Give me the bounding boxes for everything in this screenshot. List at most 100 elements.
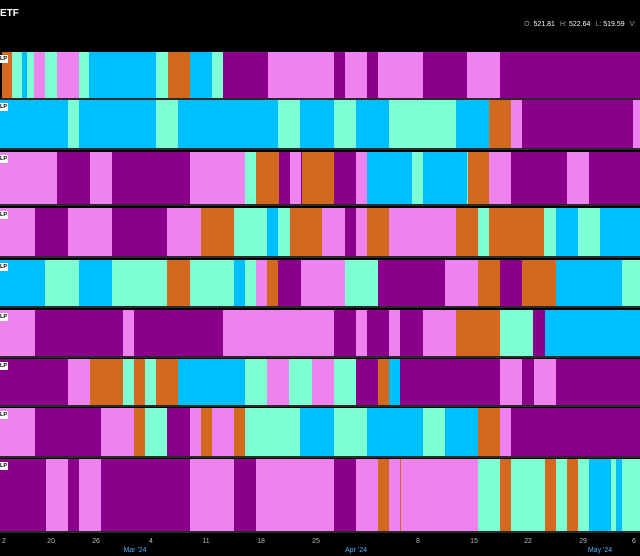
lane-label: LP [0, 462, 9, 470]
lane-segment-blue [367, 152, 412, 204]
lane-segment-aqua [622, 260, 640, 306]
lane-segment-pink [389, 459, 400, 531]
lane-segment-pink [256, 260, 267, 306]
axis-tick-label: 20 [47, 538, 55, 545]
lane-segment-orange [456, 310, 500, 356]
lane-segment-purple [68, 459, 79, 531]
ohlc-value: 521.81 [533, 21, 555, 28]
lane-segment-purple [334, 310, 356, 356]
lane-segment-orange [478, 408, 500, 456]
axis-tick-label: 18 [257, 538, 265, 545]
time-axis: 2 20 26 4 11 18 25 8 15 22 29 6 Mar '24 Apr '24 May '2… [0, 538, 640, 556]
lane-segment-aqua [578, 208, 600, 256]
lane-separator [0, 356, 640, 358]
lane-segment-orange [302, 152, 334, 204]
lane-segment-purple [367, 310, 389, 356]
lane-segment-pink [190, 459, 234, 531]
lane-row[interactable] [0, 459, 640, 531]
lane-segment-orange [456, 208, 478, 256]
axis-tick-label: 8 [416, 538, 420, 545]
lane-label: LP [0, 313, 9, 321]
lane-segment-aqua [511, 459, 545, 531]
lane-segment-pink [34, 52, 45, 98]
lane-row[interactable] [0, 152, 640, 204]
lane-row[interactable] [0, 260, 640, 306]
lane-segment-aqua [278, 208, 290, 256]
lane-segment-blue [300, 100, 334, 148]
lane-segment-purple [223, 52, 268, 98]
lane-segment-aqua [190, 260, 234, 306]
lane-segment-pink [467, 52, 500, 98]
lane-segment-purple [345, 208, 356, 256]
lane-segment-pink [423, 310, 456, 356]
lane-label: LP [0, 55, 9, 63]
lane-segment-pink [101, 408, 134, 456]
lane-segment-blue [545, 310, 640, 356]
lane-segment-blue [556, 260, 622, 306]
lane-segment-pink [212, 408, 234, 456]
lane-segment-aqua [334, 408, 367, 456]
swimlane-chart[interactable]: LP LP LP LP LP LP LP LP LP [0, 48, 640, 538]
lane-segment-blue [367, 408, 423, 456]
lane-segment-orange [90, 359, 123, 405]
lane-segment-blue [178, 100, 278, 148]
lane-segment-pink [445, 260, 478, 306]
lane-segment-pink [633, 100, 640, 148]
ohlc-key: O: [524, 21, 532, 28]
lane-segment-pink [356, 459, 378, 531]
lane-row[interactable] [0, 359, 640, 405]
lane-segment-orange [400, 459, 401, 531]
lane-segment-purple [400, 310, 423, 356]
lane-segment-aqua [245, 260, 256, 306]
lane-segment-orange [134, 408, 145, 456]
lane-segment-orange [468, 152, 489, 204]
lane-separator [0, 456, 640, 458]
lane-segment-blue [600, 208, 640, 256]
lane-segment-pink [567, 152, 589, 204]
lane-row[interactable] [0, 208, 640, 256]
lane-segment-orange [290, 208, 322, 256]
lane-segment-orange [567, 459, 578, 531]
lane-segment-aqua [334, 100, 356, 148]
lane-segment-aqua [278, 100, 300, 148]
lane-segment-pink [500, 408, 511, 456]
lane-segment-orange [167, 260, 190, 306]
lane-segment-purple [234, 459, 256, 531]
lane-segment-blue [79, 260, 112, 306]
lane-segment-purple [112, 152, 190, 204]
lane-row[interactable] [0, 408, 640, 456]
lane-segment-aqua [334, 359, 356, 405]
lane-segment-purple [35, 208, 68, 256]
lane-segment-purple [500, 52, 640, 98]
lane-segment-aqua [45, 52, 57, 98]
lane-row[interactable] [0, 100, 640, 148]
lane-label: LP [0, 362, 9, 370]
lane-segment-orange [500, 459, 511, 531]
lane-segment-pink [378, 52, 423, 98]
lane-segment-pink [123, 310, 134, 356]
lane-segment-pink [268, 52, 334, 98]
lane-segment-pink [322, 208, 345, 256]
lane-row[interactable] [0, 52, 640, 98]
lane-segment-purple [522, 100, 633, 148]
lane-segment-pink [345, 52, 367, 98]
lane-segment-pink [0, 152, 57, 204]
lane-separator [0, 204, 640, 206]
lane-segment-purple [556, 359, 640, 405]
lane-segment-purple [356, 359, 378, 405]
lane-segment-aqua [145, 408, 167, 456]
lane-segment-aqua [423, 408, 445, 456]
lane-segment-aqua [212, 52, 223, 98]
lane-label: LP [0, 411, 9, 419]
lane-segment-purple [334, 152, 356, 204]
ohlc-value: 519.59 [603, 21, 625, 28]
lane-segment-purple [378, 260, 445, 306]
lane-segment-purple [0, 459, 46, 531]
lane-segment-blue [267, 208, 278, 256]
lane-segment-purple [101, 459, 190, 531]
lane-segment-orange [168, 52, 190, 98]
lane-segment-aqua [45, 260, 79, 306]
lane-row[interactable] [0, 310, 640, 356]
axis-tick-label: 11 [202, 538, 210, 545]
lane-segment-aqua [611, 459, 616, 531]
